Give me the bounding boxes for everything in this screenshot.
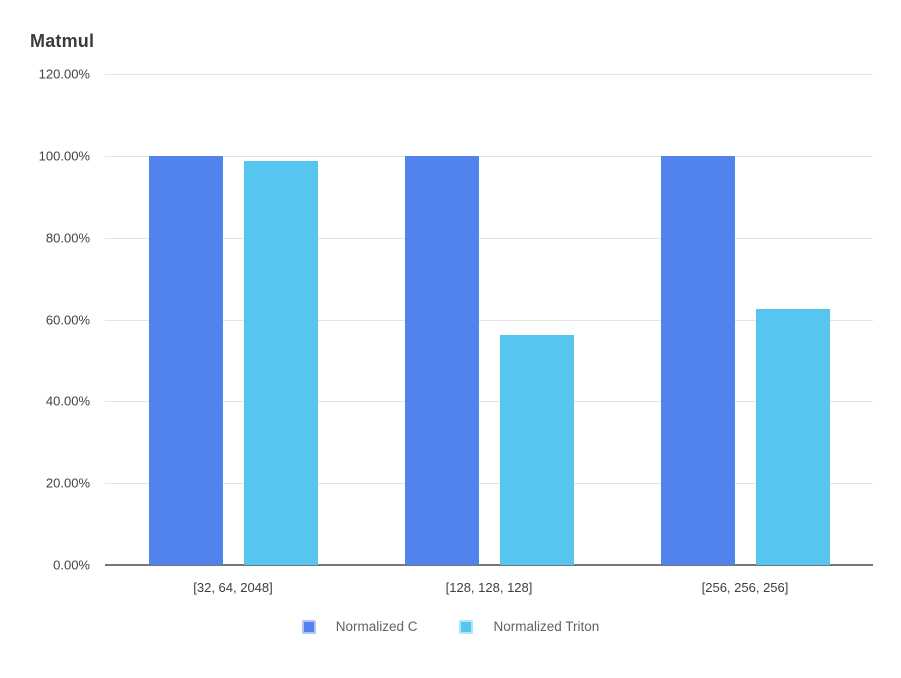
x-axis-line xyxy=(105,564,873,566)
legend-item-normalized-triton: Normalized Triton xyxy=(459,619,599,634)
legend-label: Normalized C xyxy=(335,619,418,634)
x-axis-label: [128, 128, 128] xyxy=(445,580,533,595)
gridline xyxy=(105,401,873,403)
bar-normalized-triton xyxy=(243,160,318,565)
legend: Normalized C Normalized Triton xyxy=(0,619,901,634)
gridline xyxy=(105,237,873,239)
gridline xyxy=(105,319,873,321)
chart-title: Matmul xyxy=(30,31,95,51)
y-axis-tick-label: 80.00% xyxy=(45,230,90,246)
y-axis-tick-label: 60.00% xyxy=(45,312,90,327)
gridline xyxy=(105,74,873,75)
legend-swatch xyxy=(459,619,474,634)
bar-normalized-c xyxy=(404,155,479,565)
x-axis-label: [256, 256, 256] xyxy=(701,580,789,595)
gridline xyxy=(105,155,873,157)
gridline xyxy=(105,483,873,485)
bar-normalized-c xyxy=(660,155,735,565)
y-axis: 120.00% 100.00% 80.00% 60.00% 40.00% 20.00% 0.… xyxy=(0,67,90,573)
bar-normalized-c xyxy=(148,155,223,565)
legend-swatch xyxy=(301,619,316,634)
legend-item-normalized-c: Normalized C xyxy=(301,619,418,634)
y-axis-tick-label: 0.00% xyxy=(53,557,90,573)
x-axis-label: [32, 64, 2048] xyxy=(193,580,273,595)
y-axis-tick-label: 40.00% xyxy=(45,393,90,409)
plot-area: [32, 64, 2048] [128, 128, 128] [256, 256, … xyxy=(105,74,873,595)
y-axis-tick-label: 100.00% xyxy=(38,148,90,164)
y-axis-tick-label: 120.00% xyxy=(38,66,90,82)
legend-label: Normalized Triton xyxy=(493,619,600,634)
y-axis-tick-label: 20.00% xyxy=(45,475,90,491)
bar-normalized-triton xyxy=(499,335,574,565)
bar-normalized-triton xyxy=(755,309,830,565)
